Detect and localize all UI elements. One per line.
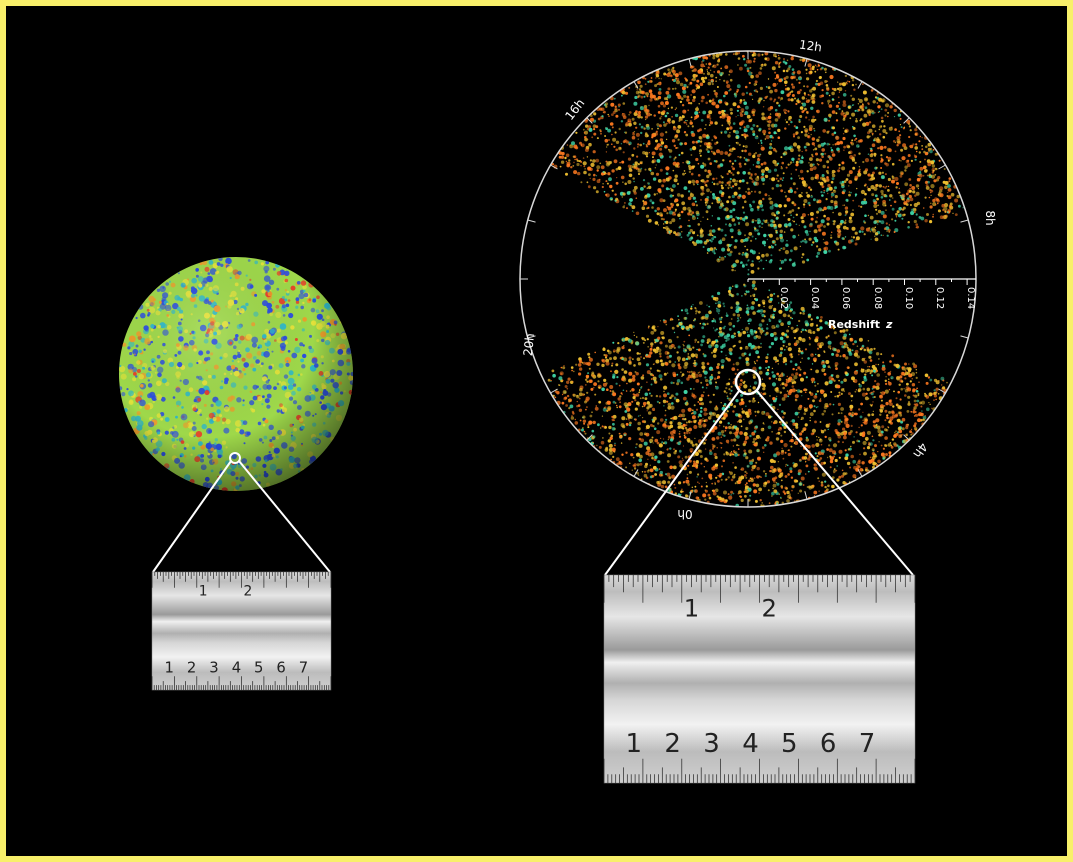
redshift-tick-label-0.08: 0.08	[872, 287, 883, 309]
redshift-axis-label-word: Redshift	[828, 318, 880, 331]
redshift-axis-ticks	[747, 279, 968, 285]
ruler-top-number: 1	[199, 584, 208, 600]
ruler-bottom-number: 2	[187, 659, 196, 676]
ruler-bottom-number: 2	[664, 729, 681, 759]
ruler-top-number: 1	[684, 594, 699, 623]
redshift-tick-label-0.06: 0.06	[840, 287, 851, 309]
hour-label-0h: 0h	[677, 507, 692, 521]
ruler-bottom-number: 5	[254, 659, 263, 676]
redshift-tick-label-0.02: 0.02	[778, 287, 789, 309]
ruler-bottom-number: 7	[859, 729, 876, 759]
redshift-tick-label-0.04: 0.04	[809, 287, 820, 309]
ruler-bottom-number: 6	[276, 659, 285, 676]
redshift-survey-map: 12h 16h 8h 20h 4h 0h 0.02 0.04 0.06 0.08…	[519, 38, 997, 521]
ruler-bottom-number: 1	[626, 729, 643, 759]
redshift-axis-label: Redshift z	[828, 318, 893, 331]
ruler-bottom-number: 7	[299, 659, 308, 676]
redshift-tick-label-0.12: 0.12	[934, 287, 945, 309]
cmb-zoom-circle	[229, 452, 241, 464]
cmb-zoom-callout	[152, 452, 331, 573]
cmb-sphere	[119, 257, 353, 491]
ruler-top-number: 2	[244, 584, 253, 600]
ruler-bottom-number: 4	[232, 659, 241, 676]
hour-label-12h: 12h	[798, 38, 823, 55]
redshift-tick-label-0.14: 0.14	[965, 287, 976, 309]
survey-zoom-callout	[604, 368, 914, 576]
ruler-bottom-number: 1	[165, 659, 174, 676]
redshift-axis: 0.02 0.04 0.06 0.08 0.10 0.12 0.14 Redsh…	[747, 278, 976, 331]
galaxy-distribution	[547, 51, 964, 507]
ruler-bottom-number: 3	[209, 659, 218, 676]
redshift-axis-symbol: z	[885, 318, 893, 331]
redshift-tick-label-0.10: 0.10	[903, 287, 914, 309]
ruler-large: 1 21 2 3 4 5 6 7	[603, 574, 916, 784]
ruler-top-number: 2	[762, 594, 777, 623]
ruler-bottom-number: 6	[820, 729, 837, 759]
ruler-bottom-number: 3	[703, 729, 720, 759]
hour-ticks	[520, 51, 976, 507]
survey-zoom-circle	[734, 368, 762, 396]
ruler-bottom-number: 5	[781, 729, 798, 759]
hour-label-8h: 8h	[983, 210, 997, 225]
hour-label-20h: 20h	[521, 332, 537, 356]
ruler-small: 1 21 2 3 4 5 6 7	[151, 571, 332, 691]
ruler-bottom-number: 4	[742, 729, 759, 759]
